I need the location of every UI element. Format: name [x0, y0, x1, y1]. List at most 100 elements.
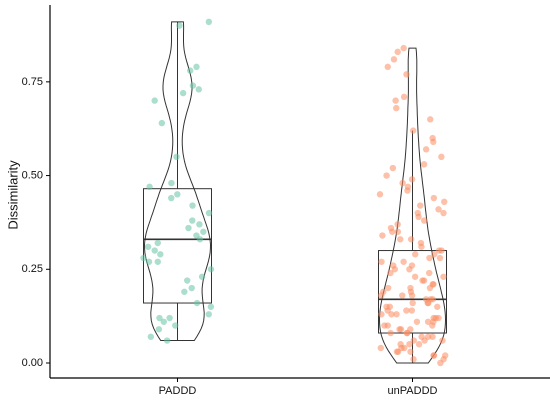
point	[430, 194, 438, 202]
point	[435, 206, 442, 213]
point	[388, 311, 395, 318]
y-axis-label: Dissimilarity	[5, 160, 20, 230]
point	[399, 292, 406, 299]
point	[411, 273, 419, 280]
point	[406, 341, 413, 348]
point	[160, 318, 167, 325]
y-tick-label: 0.75	[22, 76, 43, 88]
point	[440, 209, 447, 217]
point	[403, 307, 410, 314]
point	[400, 258, 407, 265]
y-tick-label: 0.25	[22, 263, 43, 275]
point	[429, 322, 436, 329]
point	[410, 356, 417, 363]
point	[409, 299, 416, 307]
point	[189, 217, 196, 224]
point	[384, 322, 391, 329]
point	[168, 194, 175, 202]
point	[408, 307, 416, 314]
point	[387, 329, 394, 337]
point	[392, 97, 399, 104]
point	[189, 82, 197, 89]
point	[420, 161, 428, 168]
point	[437, 359, 444, 367]
point	[188, 284, 195, 292]
point	[144, 243, 152, 250]
point	[427, 116, 434, 123]
point	[421, 337, 428, 344]
point	[430, 352, 437, 359]
point	[140, 254, 147, 262]
point	[376, 191, 384, 198]
point	[166, 314, 173, 322]
point	[415, 213, 422, 221]
point	[394, 221, 401, 228]
violin	[143, 21, 212, 341]
point	[383, 172, 390, 179]
point	[195, 86, 202, 93]
x-tick-label: PADDD	[159, 385, 197, 397]
point	[377, 344, 384, 352]
point	[430, 138, 437, 146]
point	[179, 89, 187, 97]
point	[429, 296, 437, 303]
point	[378, 292, 385, 299]
point	[389, 164, 397, 172]
point	[400, 44, 407, 52]
point	[168, 179, 175, 187]
point	[389, 228, 396, 235]
point	[378, 311, 385, 318]
box	[378, 250, 447, 334]
point	[426, 254, 433, 262]
point	[413, 318, 421, 325]
point	[384, 63, 391, 71]
point	[146, 183, 153, 191]
point	[410, 337, 418, 344]
point	[440, 273, 447, 280]
point	[429, 333, 436, 340]
point	[205, 209, 213, 217]
point	[394, 48, 401, 56]
point	[435, 314, 442, 322]
x-tick-label: unPADDD	[388, 385, 438, 397]
point	[418, 243, 425, 250]
point	[393, 348, 401, 355]
box	[143, 188, 212, 304]
point	[174, 191, 181, 198]
point	[420, 217, 428, 224]
point	[391, 266, 399, 273]
point	[156, 314, 163, 322]
point	[185, 224, 192, 232]
point	[441, 198, 448, 206]
point	[157, 251, 164, 258]
point	[154, 258, 161, 265]
point	[436, 254, 444, 262]
point	[438, 153, 445, 161]
point	[394, 228, 402, 235]
point	[187, 67, 194, 74]
point	[434, 303, 441, 310]
point	[393, 104, 400, 112]
point	[399, 179, 406, 187]
y-tick-label: 0.00	[22, 357, 43, 369]
point	[431, 251, 438, 258]
point	[439, 337, 446, 344]
point	[158, 119, 166, 127]
point	[151, 97, 158, 104]
point	[397, 326, 405, 333]
point	[412, 251, 419, 258]
point	[408, 176, 416, 183]
point	[189, 202, 196, 209]
point	[425, 299, 432, 307]
point	[163, 337, 171, 344]
point	[184, 277, 191, 284]
point	[404, 187, 411, 194]
point	[426, 284, 434, 292]
point	[417, 202, 424, 209]
point	[424, 318, 432, 325]
point	[193, 299, 201, 307]
point	[205, 311, 212, 318]
point	[173, 153, 180, 161]
point	[151, 247, 158, 254]
